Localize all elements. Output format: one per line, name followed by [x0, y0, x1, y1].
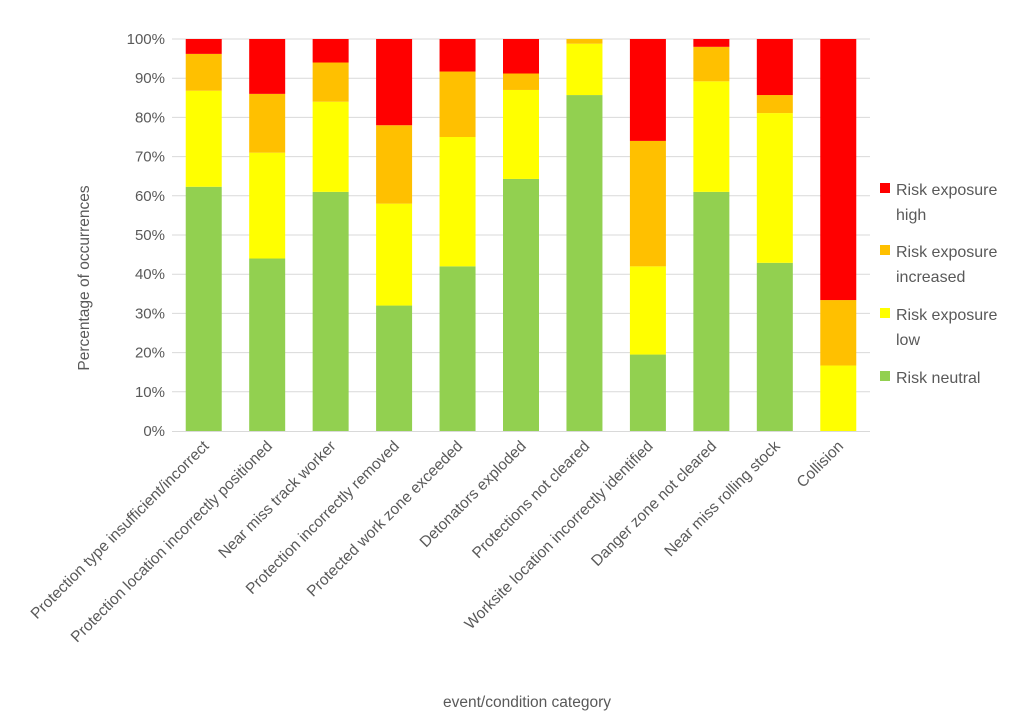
bar-segment [439, 266, 476, 431]
bar-segment [439, 71, 476, 137]
legend-label: low [896, 332, 920, 349]
bar-segment [376, 125, 413, 204]
bar-segment [249, 258, 286, 431]
x-axis-categories: Protection type insufficient/incorrectPr… [28, 437, 847, 646]
bar-segment [376, 39, 413, 126]
bar-segment [756, 39, 793, 96]
bar-segment [376, 203, 413, 306]
bar-segment [756, 113, 793, 263]
y-axis-ticks: 0% 10% 20% 30% 40% 50% 60% 70% 80% 90% 100% [127, 31, 165, 440]
bar-segment [629, 354, 666, 431]
bar-segment [693, 191, 730, 431]
bar-segment [249, 93, 286, 153]
bar-segment [756, 262, 793, 431]
bar-segment [312, 191, 349, 431]
y-tick-label: 40% [135, 266, 165, 283]
y-tick-label: 10% [135, 384, 165, 401]
bar-segment [693, 46, 730, 82]
bar-segment [503, 39, 539, 74]
bar-segment [820, 300, 857, 366]
bar-segment [185, 39, 222, 54]
bar-segment [185, 90, 222, 187]
y-tick-label: 70% [135, 149, 165, 166]
legend: Risk exposure high Risk exposure increased R… [880, 182, 997, 387]
legend-swatch [880, 183, 890, 193]
legend-swatch [880, 371, 890, 381]
y-tick-label: 60% [135, 188, 165, 205]
bar-segment [503, 178, 539, 431]
bar-segment [503, 73, 539, 90]
bar-segment [439, 39, 476, 72]
bar-segment [376, 305, 413, 431]
bar-segment [693, 81, 730, 192]
y-tick-label: 30% [135, 305, 165, 322]
bar-segment [185, 186, 222, 431]
bar-segment [756, 95, 793, 114]
bar-segment [629, 39, 666, 141]
x-category-label: Near miss track worker [215, 438, 339, 562]
y-tick-label: 0% [143, 423, 165, 440]
bar-segment [185, 53, 222, 91]
legend-label: high [896, 207, 926, 224]
x-category-label: Danger zone not cleared [588, 438, 720, 570]
bar-segment [693, 39, 730, 47]
legend-label: Risk exposure [896, 182, 997, 199]
y-tick-label: 80% [135, 109, 165, 126]
bar-segment [312, 62, 349, 102]
bar-segment [629, 140, 666, 267]
bar-segment [566, 43, 603, 96]
bar-segment [820, 365, 857, 431]
legend-swatch [880, 308, 890, 318]
legend-label: Risk exposure [896, 307, 997, 324]
bar-segment [312, 39, 349, 63]
y-tick-label: 20% [135, 345, 165, 362]
bar-segment [629, 266, 666, 355]
bar-segment [312, 101, 349, 192]
bar-segment [820, 39, 857, 301]
y-tick-label: 90% [135, 70, 165, 87]
y-tick-label: 50% [135, 227, 165, 244]
bar-segment [566, 39, 603, 44]
legend-label: Risk neutral [896, 370, 980, 387]
bar-segment [249, 39, 286, 94]
bars [185, 39, 857, 431]
bar-segment [439, 137, 476, 267]
legend-label: increased [896, 269, 965, 286]
y-axis-title: Percentage of occurrences [76, 185, 93, 370]
x-category-label: Near miss rolling stock [661, 438, 783, 560]
y-tick-label: 100% [127, 31, 165, 48]
x-axis-title: event/condition category [443, 694, 611, 711]
x-category-label: Detonators exploded [417, 438, 530, 551]
legend-swatch [880, 245, 890, 255]
legend-label: Risk exposure [896, 244, 997, 261]
x-category-label: Collision [794, 438, 847, 491]
x-category-label: Protections not cleared [469, 438, 593, 562]
bar-segment [503, 89, 539, 179]
bar-segment [566, 95, 603, 431]
bar-segment [249, 152, 286, 259]
